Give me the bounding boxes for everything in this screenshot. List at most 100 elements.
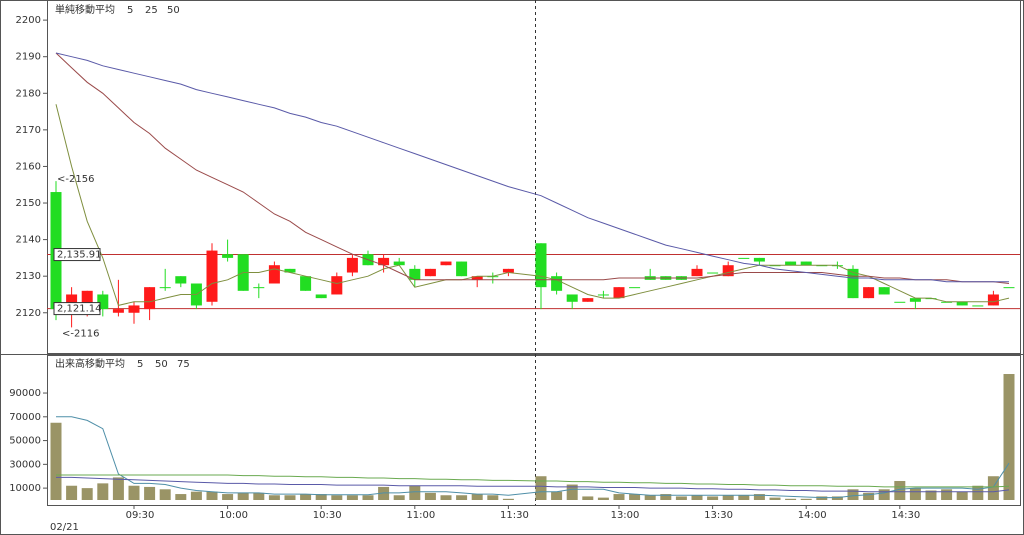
volume-panel (47, 355, 1021, 506)
x-tick-label: 13:00 (611, 510, 640, 521)
volume-bar (222, 494, 234, 500)
volume-bar (81, 488, 93, 500)
candle-body (972, 305, 984, 307)
annotation: <-2156 (57, 174, 94, 185)
candle-body (471, 276, 483, 280)
x-tick-label: 10:30 (313, 510, 342, 521)
candle-body (785, 261, 797, 266)
legend-title: 単純移動平均 (55, 3, 115, 16)
volume-bar (1003, 374, 1015, 500)
candle-body (769, 265, 781, 267)
candle-body (378, 257, 390, 266)
volume-bar (315, 494, 327, 500)
volume-bar (785, 498, 797, 500)
candle-body (97, 294, 109, 310)
candle-body (738, 257, 750, 259)
x-tick-label: 11:00 (406, 510, 435, 521)
moving-average-line (55, 104, 1010, 306)
candle-body (315, 294, 327, 299)
volume-bar (331, 495, 343, 500)
volume-bar (582, 496, 594, 500)
moving-average-line (55, 52, 1009, 283)
volume-bar (206, 491, 218, 500)
x-tick-label: 11:30 (500, 510, 529, 521)
price-label: 2,135.91 (57, 250, 102, 261)
volume-bar (644, 495, 656, 500)
candle-body (175, 276, 187, 284)
volume-bar (722, 495, 734, 500)
x-tick-label: 14:00 (798, 510, 827, 521)
legend-entry: 25 (145, 5, 158, 16)
candle-body (582, 298, 594, 302)
volume-bar (987, 476, 999, 500)
volume-bar (816, 496, 828, 500)
candle-body (393, 261, 405, 266)
y-tick-label: 10000 (9, 483, 41, 494)
volume-bar (707, 496, 719, 500)
volume-bar (597, 497, 609, 500)
volume-bar (284, 495, 296, 500)
y-tick-label: 2170 (16, 125, 41, 136)
volume-bar (972, 485, 984, 500)
candle-body (597, 294, 609, 296)
candle-body (112, 309, 124, 313)
volume-bar (97, 483, 109, 500)
candle-body (753, 257, 765, 262)
y-tick-label: 2120 (16, 308, 41, 319)
volume-bar (753, 494, 765, 500)
volume-bar (66, 485, 78, 500)
legend-entry: 75 (177, 359, 190, 370)
moving-average-line (56, 474, 1010, 488)
volume-bar (738, 495, 750, 500)
candle-body (863, 287, 875, 299)
volume-bar (362, 495, 374, 500)
volume-bar (190, 491, 202, 500)
candle-body (613, 287, 625, 299)
volume-bar (159, 489, 171, 500)
volume-bar (175, 494, 187, 500)
volume-bar (471, 494, 483, 500)
volume-bar (535, 476, 547, 500)
volume-bar (456, 495, 468, 500)
volume-bar (378, 486, 390, 500)
candle-body (144, 287, 156, 310)
y-tick-label: 70000 (9, 412, 41, 423)
y-tick-label: 30000 (9, 459, 41, 470)
volume-bar (128, 485, 140, 500)
volume-bar (424, 492, 436, 500)
x-tick-label: 10:00 (219, 510, 248, 521)
volume-bar (956, 491, 968, 500)
volume-bar (769, 497, 781, 500)
candle-body (909, 298, 921, 302)
volume-bar (346, 495, 358, 500)
volume-bar (300, 494, 312, 500)
candle-body (284, 268, 296, 273)
date-label: 02/21 (50, 522, 79, 533)
volume-bar (502, 498, 514, 500)
annotation: <-2116 (62, 328, 99, 339)
candle-body (956, 301, 968, 306)
price-panel (47, 0, 1021, 354)
candle-body (268, 265, 280, 284)
y-tick-label: 2180 (16, 88, 41, 99)
candle-body (300, 276, 312, 291)
candle-body (691, 268, 703, 277)
price-label-box (53, 248, 101, 262)
legend-entry: 5 (137, 359, 143, 370)
y-tick-label: 2130 (16, 271, 41, 282)
x-tick-label: 09:30 (126, 510, 155, 521)
candle-body (456, 261, 468, 277)
volume-bar (863, 492, 875, 500)
y-tick-label: 50000 (9, 436, 41, 447)
price-label-box (53, 302, 101, 316)
moving-average-line (56, 476, 1010, 493)
volume-bar (941, 489, 953, 500)
price-label: 2,121.14 (57, 304, 102, 315)
candle-body (894, 301, 906, 303)
candle-body (816, 265, 828, 267)
candle-body (159, 287, 171, 289)
volume-bar (847, 489, 859, 500)
candle-body (566, 294, 578, 302)
